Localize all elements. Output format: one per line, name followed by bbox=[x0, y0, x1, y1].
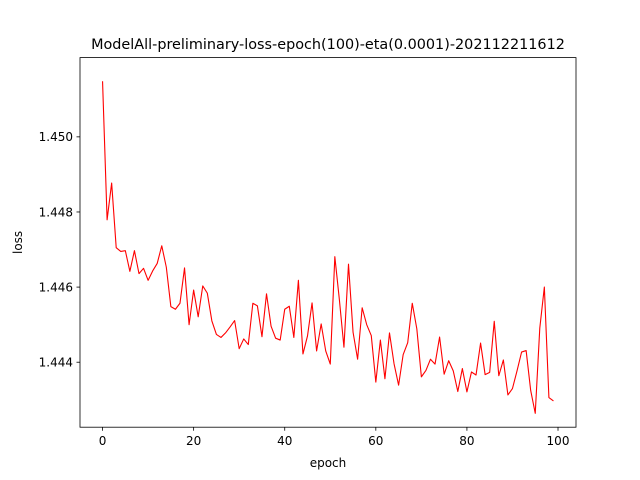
y-axis-ticks: 1.444 1.446 1.448 1.450 bbox=[39, 130, 80, 370]
y-tick-label: 1.450 bbox=[39, 130, 73, 144]
y-axis-label: loss bbox=[11, 231, 25, 254]
x-axis-label: epoch bbox=[310, 456, 347, 470]
x-tick-label: 40 bbox=[277, 434, 292, 448]
x-tick-label: 0 bbox=[99, 434, 107, 448]
series-line-loss bbox=[102, 81, 554, 414]
x-tick-label: 20 bbox=[186, 434, 201, 448]
x-axis-ticks: 0 20 40 60 80 100 bbox=[99, 427, 570, 448]
y-tick-label: 1.448 bbox=[39, 205, 73, 219]
plot-area bbox=[102, 81, 554, 414]
y-tick-label: 1.444 bbox=[39, 356, 73, 370]
x-tick-label: 100 bbox=[547, 434, 570, 448]
chart-title: ModelAll-preliminary-loss-epoch(100)-eta… bbox=[91, 37, 565, 53]
y-tick-label: 1.446 bbox=[39, 280, 73, 294]
axes-frame bbox=[79, 57, 577, 428]
x-tick-label: 60 bbox=[368, 434, 383, 448]
x-tick-label: 80 bbox=[459, 434, 474, 448]
